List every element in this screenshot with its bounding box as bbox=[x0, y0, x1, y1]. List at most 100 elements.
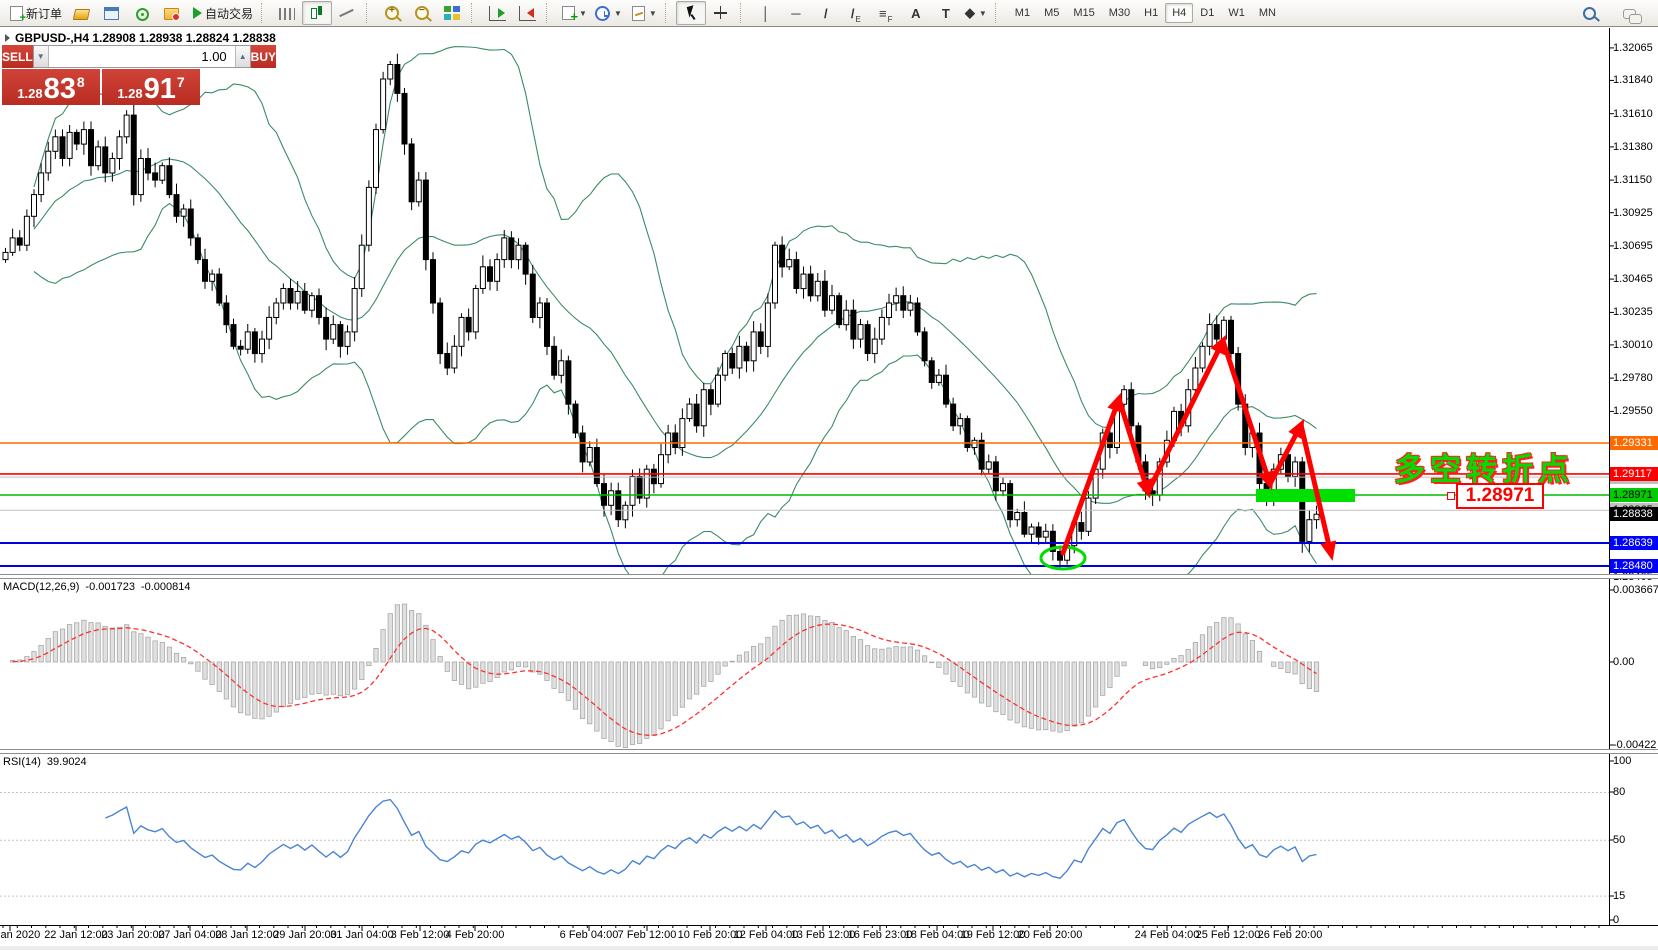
date-tick-label: 10 Feb 20:00 bbox=[677, 929, 743, 941]
sell-price[interactable]: 1.28 83 8 bbox=[2, 69, 100, 105]
horizontal-line-button[interactable]: ─ bbox=[781, 1, 811, 25]
terminal-window-icon bbox=[103, 7, 119, 20]
new-order-icon bbox=[10, 5, 26, 24]
timeframe-m1-button[interactable]: M1 bbox=[1014, 7, 1031, 19]
date-tick-label: 12 Feb 04:00 bbox=[733, 929, 799, 941]
price-callout-box[interactable]: 1.28971 bbox=[1456, 483, 1544, 509]
timeframe-w1-button[interactable]: W1 bbox=[1228, 7, 1245, 19]
chat-button[interactable] bbox=[1614, 1, 1644, 25]
equidistant-channel-icon: / bbox=[850, 5, 855, 21]
indicators-icon bbox=[562, 6, 578, 24]
volume-input[interactable] bbox=[48, 46, 235, 67]
trendline-icon: / bbox=[823, 5, 828, 21]
macd-indicator-title: MACD(12,26,9) -0.001723 -0.000814 bbox=[3, 581, 191, 593]
turning-point-annotation[interactable]: 多空转折点 bbox=[1394, 452, 1574, 487]
volume-decrease-button[interactable]: ▼ bbox=[33, 46, 49, 67]
zoom-out-button[interactable] bbox=[407, 1, 437, 25]
date-tick-label: 23 Jan 20:00 bbox=[101, 929, 165, 941]
timeframe-m5-button[interactable]: M5 bbox=[1044, 7, 1060, 19]
macd-value-signal: -0.000814 bbox=[140, 581, 191, 593]
text-label-button[interactable]: T bbox=[931, 1, 961, 25]
templates-button[interactable]: ▼ bbox=[626, 1, 661, 25]
timeframe-h1-button[interactable]: H1 bbox=[1144, 7, 1159, 19]
timeframe-m30-button[interactable]: M30 bbox=[1108, 7, 1131, 19]
zigzag-arrow-segment[interactable] bbox=[1220, 338, 1274, 491]
price-tick-label: 1.31840 bbox=[1613, 74, 1653, 87]
macd-axis-label: 0.003667 bbox=[1613, 584, 1658, 596]
sell-button[interactable]: SELL bbox=[2, 45, 33, 68]
candlestick-chart-button[interactable] bbox=[302, 1, 333, 25]
zigzag-arrow-segment[interactable] bbox=[1267, 418, 1305, 487]
periods-button[interactable]: ▼ bbox=[591, 1, 626, 25]
toolbar-right-group bbox=[1574, 1, 1654, 25]
periods-dropdown-icon[interactable]: ▼ bbox=[613, 8, 622, 18]
templates-dropdown-icon[interactable]: ▼ bbox=[648, 8, 657, 18]
indicators-button[interactable]: ▼ bbox=[557, 1, 591, 25]
vertical-line-icon: │ bbox=[761, 5, 770, 21]
terminal-window-button[interactable] bbox=[96, 1, 126, 25]
buy-button[interactable]: BUY bbox=[250, 45, 277, 68]
line-chart-button[interactable] bbox=[332, 1, 362, 25]
timeframe-h4-button[interactable]: H4 bbox=[1165, 3, 1194, 23]
text-button[interactable]: A bbox=[901, 1, 931, 25]
bar-chart-button[interactable] bbox=[272, 1, 302, 25]
tile-windows-button[interactable] bbox=[437, 1, 467, 25]
rsi-plot bbox=[0, 792, 1609, 897]
level-lines[interactable] bbox=[0, 442, 1609, 567]
bar-chart-icon bbox=[279, 7, 296, 20]
gold-chart-button[interactable] bbox=[66, 1, 96, 25]
chart-shift-button[interactable] bbox=[512, 1, 542, 25]
zoom-in-icon bbox=[385, 5, 400, 20]
volume-increase-button[interactable]: ▲ bbox=[234, 46, 250, 67]
cursor-button[interactable] bbox=[675, 1, 706, 25]
new-order-button[interactable]: 新订单 bbox=[4, 1, 66, 25]
zigzag-arrow-segment[interactable] bbox=[1298, 422, 1337, 561]
date-tick-label: 21 Jan 2020 bbox=[0, 929, 41, 941]
price-callout-anchor-icon bbox=[1447, 492, 1455, 500]
date-tick-label: 16 Feb 23:00 bbox=[847, 929, 913, 941]
vertical-line-button[interactable]: │ bbox=[751, 1, 781, 25]
arrows-button[interactable]: ◆ ▼ bbox=[961, 1, 991, 25]
macd-pane-separator[interactable] bbox=[0, 574, 1658, 579]
date-tick-label: 13 Feb 12:00 bbox=[790, 929, 856, 941]
price-level-badge: 1.29331 bbox=[1610, 436, 1658, 450]
signals-button[interactable] bbox=[126, 1, 156, 25]
price-level-badge: 1.28480 bbox=[1610, 558, 1658, 573]
timeframe-mn-button[interactable]: MN bbox=[1258, 7, 1276, 19]
macd-axis-label: -0.00422 bbox=[1613, 739, 1657, 751]
timeframe-group: M1 M5 M15 M30 H1 H4 D1 W1 MN bbox=[1008, 3, 1283, 23]
timeframe-m15-button[interactable]: M15 bbox=[1073, 7, 1095, 19]
search-button[interactable] bbox=[1574, 1, 1604, 25]
support-zone-bar[interactable] bbox=[1256, 489, 1355, 502]
toolbar-separator bbox=[546, 3, 553, 23]
history-center-button[interactable] bbox=[156, 1, 186, 25]
zigzag-arrow-segment[interactable] bbox=[1060, 392, 1123, 556]
buy-price-pips: 91 bbox=[143, 73, 176, 105]
zigzag-arrow-segment[interactable] bbox=[1145, 334, 1227, 495]
search-icon bbox=[1582, 6, 1596, 20]
arrows-dropdown-icon[interactable]: ▼ bbox=[978, 8, 987, 18]
date-tick-label: 6 Feb 04:00 bbox=[559, 929, 619, 941]
zoom-in-button[interactable] bbox=[377, 1, 407, 25]
zigzag-arrow-segment[interactable] bbox=[1116, 396, 1153, 499]
rsi-indicator-title: RSI(14) 39.9024 bbox=[3, 756, 87, 768]
rsi-pane-separator[interactable] bbox=[0, 749, 1658, 754]
price-level-badge: 1.28639 bbox=[1610, 536, 1658, 550]
indicators-dropdown-icon[interactable]: ▼ bbox=[579, 8, 587, 18]
equidistant-channel-button[interactable]: / E bbox=[841, 1, 871, 25]
text-icon: A bbox=[911, 5, 921, 21]
drawn-objects[interactable] bbox=[1039, 334, 1355, 571]
trendline-button[interactable]: / bbox=[811, 1, 841, 25]
autotrading-button[interactable]: 自动交易 bbox=[186, 1, 257, 25]
date-tick-label: 3 Feb 12:00 bbox=[390, 929, 450, 941]
toolbar: 新订单自动交易▼▼▼│─//E≡FAT◆▼M1M5M15M30H1H4D1W1M… bbox=[0, 0, 1658, 27]
rsi-axis-label: 15 bbox=[1613, 890, 1626, 902]
tile-windows-icon bbox=[444, 6, 461, 20]
auto-scroll-button[interactable] bbox=[482, 1, 512, 25]
crosshair-button[interactable] bbox=[706, 1, 736, 25]
buy-price[interactable]: 1.28 91 7 bbox=[102, 69, 200, 105]
timeframe-d1-button[interactable]: D1 bbox=[1200, 7, 1215, 19]
fibonacci-button[interactable]: ≡ F bbox=[871, 1, 901, 25]
date-tick-label: 7 Feb 12:00 bbox=[617, 929, 677, 941]
